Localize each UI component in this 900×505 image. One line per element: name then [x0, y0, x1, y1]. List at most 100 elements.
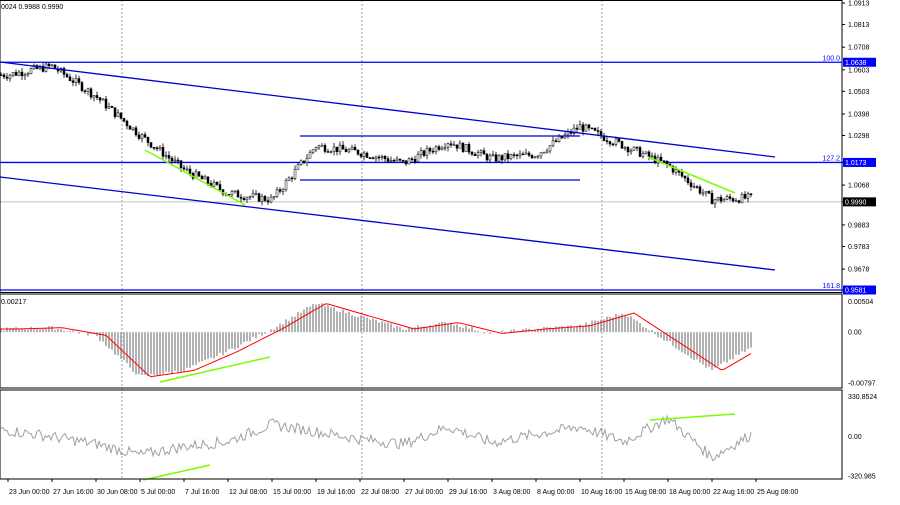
- candle-body: [477, 153, 479, 156]
- x-tick-label: 25 Aug 08:00: [757, 489, 798, 496]
- macd-bar: [474, 331, 476, 333]
- macd-bar: [453, 325, 455, 332]
- x-tick-label: 23 Jun 00:00: [9, 489, 50, 496]
- candle-body: [162, 147, 164, 156]
- candle-body: [9, 75, 11, 78]
- macd-bar: [360, 315, 362, 332]
- candle-body: [297, 165, 299, 170]
- macd-bar: [198, 332, 200, 362]
- candle-body: [369, 158, 371, 159]
- candle-body: [615, 139, 617, 144]
- candle-body: [465, 144, 467, 151]
- macd-bar: [414, 327, 416, 332]
- candle-body: [216, 182, 218, 184]
- candle-body: [273, 197, 275, 198]
- macd-bar: [660, 332, 662, 338]
- macd-bar: [108, 332, 110, 348]
- chart-header: 0024 0.9988 0.9990: [1, 4, 63, 11]
- trend-line: [0, 177, 775, 270]
- macd-bar: [330, 307, 332, 332]
- y-tick-label: 1.0503: [848, 89, 870, 96]
- candle-body: [366, 153, 368, 158]
- macd-bar: [723, 332, 725, 362]
- candle-body: [381, 156, 383, 157]
- macd-bar: [72, 331, 74, 332]
- macd-bar: [189, 332, 191, 368]
- candle-body: [708, 191, 710, 193]
- candle-body: [300, 161, 302, 165]
- macd-bar: [354, 317, 356, 333]
- candle-body: [213, 182, 215, 186]
- macd-bar: [357, 317, 359, 332]
- candle-body: [702, 193, 704, 194]
- macd-bar: [426, 327, 428, 332]
- candle-body: [336, 147, 338, 152]
- macd-bar: [222, 332, 224, 355]
- macd-bar: [351, 315, 353, 332]
- x-tick-label: 12 Jul 08:00: [229, 489, 267, 496]
- candle-body: [699, 187, 701, 193]
- macd-bar: [213, 332, 215, 358]
- candle-body: [330, 152, 332, 153]
- candle-body: [396, 159, 398, 161]
- macd-bar: [726, 332, 728, 363]
- candle-body: [552, 141, 554, 146]
- y-tick-label: 1.0813: [848, 22, 870, 29]
- candle-body: [75, 79, 77, 83]
- macd-bar: [303, 310, 305, 333]
- macd-bar: [363, 316, 365, 332]
- macd-bar: [186, 332, 188, 368]
- candle-body: [480, 151, 482, 153]
- macd-bar: [648, 331, 650, 333]
- candle-body: [288, 178, 290, 181]
- candle-body: [78, 79, 80, 83]
- macd-bar: [78, 332, 80, 333]
- macd-bar: [324, 306, 326, 332]
- macd-signal-line: [1, 304, 751, 377]
- macd-bar: [555, 326, 557, 332]
- candle-body: [384, 156, 386, 159]
- candle-body: [513, 155, 515, 156]
- macd-bar: [243, 332, 245, 342]
- candle-body: [726, 197, 728, 200]
- x-tick-label: 19 Jul 16:00: [317, 489, 355, 496]
- x-tick-label: 5 Jul 00:00: [141, 489, 175, 496]
- y-tick-label: 330.8524: [848, 394, 877, 401]
- candle-body: [585, 125, 587, 131]
- candle-body: [339, 145, 341, 152]
- candle-body: [720, 197, 722, 201]
- macd-bar: [525, 328, 527, 332]
- macd-bar: [174, 332, 176, 371]
- candle-body: [411, 159, 413, 160]
- candle-body: [393, 160, 395, 161]
- macd-bar: [705, 332, 707, 368]
- y-tick-label: 0.00504: [848, 299, 873, 306]
- candle-body: [474, 154, 476, 155]
- macd-bar: [336, 311, 338, 332]
- candle-body: [453, 145, 455, 146]
- y-tick-label: -0.00797: [848, 381, 876, 388]
- macd-bar: [366, 317, 368, 332]
- macd-bar: [234, 332, 236, 349]
- macd-bar: [123, 332, 125, 360]
- price-tag-label: 1.0638: [845, 60, 867, 67]
- macd-bar: [126, 332, 128, 363]
- macd-bar: [615, 314, 617, 332]
- price-pane-frame: [0, 1, 842, 293]
- macd-bar: [156, 332, 158, 375]
- macd-bar: [30, 327, 32, 332]
- candle-body: [345, 149, 347, 152]
- macd-bar: [636, 321, 638, 332]
- macd-bar: [246, 332, 248, 341]
- candle-body: [579, 125, 581, 130]
- candle-body: [540, 153, 542, 156]
- candle-body: [327, 151, 329, 152]
- candle-body: [18, 72, 20, 75]
- y-tick-label: 0.9678: [848, 267, 870, 274]
- candle-body: [117, 113, 119, 117]
- candle-body: [246, 197, 248, 199]
- candle-body: [504, 154, 506, 160]
- candle-body: [186, 169, 188, 170]
- x-tick-label: 15 Aug 08:00: [625, 489, 666, 496]
